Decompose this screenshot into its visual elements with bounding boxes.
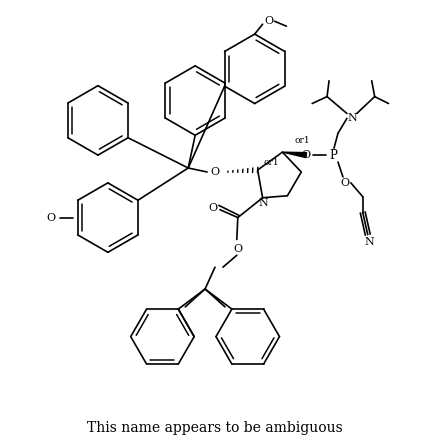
- Polygon shape: [283, 152, 307, 158]
- Text: O: O: [341, 178, 350, 188]
- Text: O: O: [233, 244, 243, 254]
- Text: O: O: [209, 203, 218, 213]
- Text: O: O: [210, 167, 220, 177]
- Text: P: P: [329, 148, 337, 162]
- Text: O: O: [264, 16, 273, 26]
- Text: or1: or1: [295, 136, 310, 145]
- Text: O: O: [302, 150, 311, 160]
- Text: N: N: [347, 113, 357, 124]
- Text: O: O: [47, 212, 56, 223]
- Text: N: N: [259, 198, 268, 208]
- Text: This name appears to be ambiguous: This name appears to be ambiguous: [87, 421, 343, 435]
- Text: or1: or1: [264, 158, 280, 166]
- Text: N: N: [365, 237, 375, 247]
